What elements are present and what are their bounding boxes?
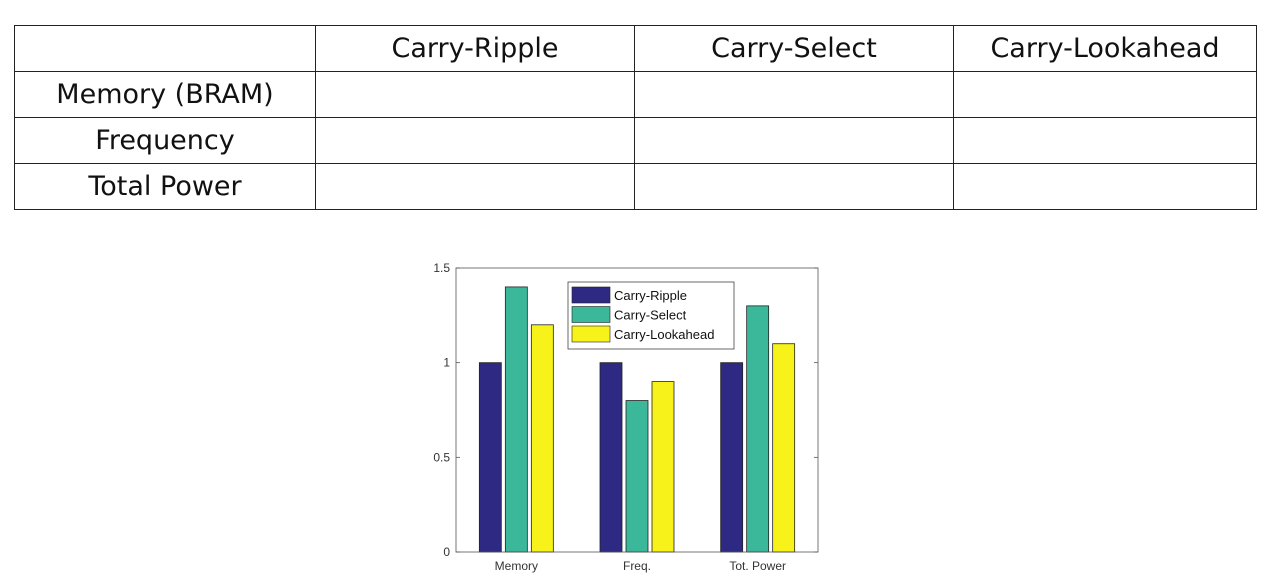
table-header-row: Carry-Ripple Carry-Select Carry-Lookahea… <box>14 25 1257 72</box>
comparison-table: Carry-Ripple Carry-Select Carry-Lookahea… <box>14 25 1257 210</box>
bar-chart: Memory Freq. Tot. Power 0 0.5 1 1.5 Carry-Rippl… <box>433 261 819 573</box>
y-tick-label: 1 <box>443 356 450 370</box>
legend-swatch <box>571 325 611 343</box>
table-cell <box>634 117 954 164</box>
table-cell <box>634 71 954 118</box>
row-label-frequency: Frequency <box>14 117 316 164</box>
bar <box>504 286 528 553</box>
bar <box>625 400 649 553</box>
bar <box>530 324 554 553</box>
table-cell <box>315 117 635 164</box>
bar <box>651 381 675 553</box>
table-cell <box>953 117 1257 164</box>
table-cell <box>634 163 954 210</box>
bar <box>478 362 502 553</box>
table-row: Total Power <box>14 163 1257 210</box>
legend-entry: Carry-Select <box>614 308 687 323</box>
row-label-total-power: Total Power <box>14 163 316 210</box>
table-cell <box>315 163 635 210</box>
legend-entry: Carry-Lookahead <box>614 327 714 342</box>
legend-swatch <box>571 306 611 323</box>
plot-frame <box>455 267 819 553</box>
table-row: Memory (BRAM) <box>14 71 1257 118</box>
x-tick-label: Tot. Power <box>729 559 786 573</box>
x-tick-label: Freq. <box>623 559 651 573</box>
legend-swatch <box>571 286 611 304</box>
table-cell <box>953 163 1257 210</box>
bar <box>599 362 623 553</box>
row-label-memory: Memory (BRAM) <box>14 71 316 118</box>
header-carry-select: Carry-Select <box>634 25 954 72</box>
bar <box>746 305 770 553</box>
x-tick-label: Memory <box>495 559 538 573</box>
header-cell-empty <box>14 25 316 72</box>
y-tick-label: 1.5 <box>433 261 450 275</box>
y-tick-label: 0.5 <box>433 450 450 464</box>
y-tick-label: 0 <box>443 545 450 559</box>
header-carry-lookahead: Carry-Lookahead <box>953 25 1257 72</box>
header-carry-ripple: Carry-Ripple <box>315 25 635 72</box>
bar <box>772 343 796 553</box>
bar <box>720 362 744 553</box>
legend-entry: Carry-Ripple <box>614 288 687 303</box>
table-cell <box>315 71 635 118</box>
table-row: Frequency <box>14 117 1257 164</box>
table-cell <box>953 71 1257 118</box>
